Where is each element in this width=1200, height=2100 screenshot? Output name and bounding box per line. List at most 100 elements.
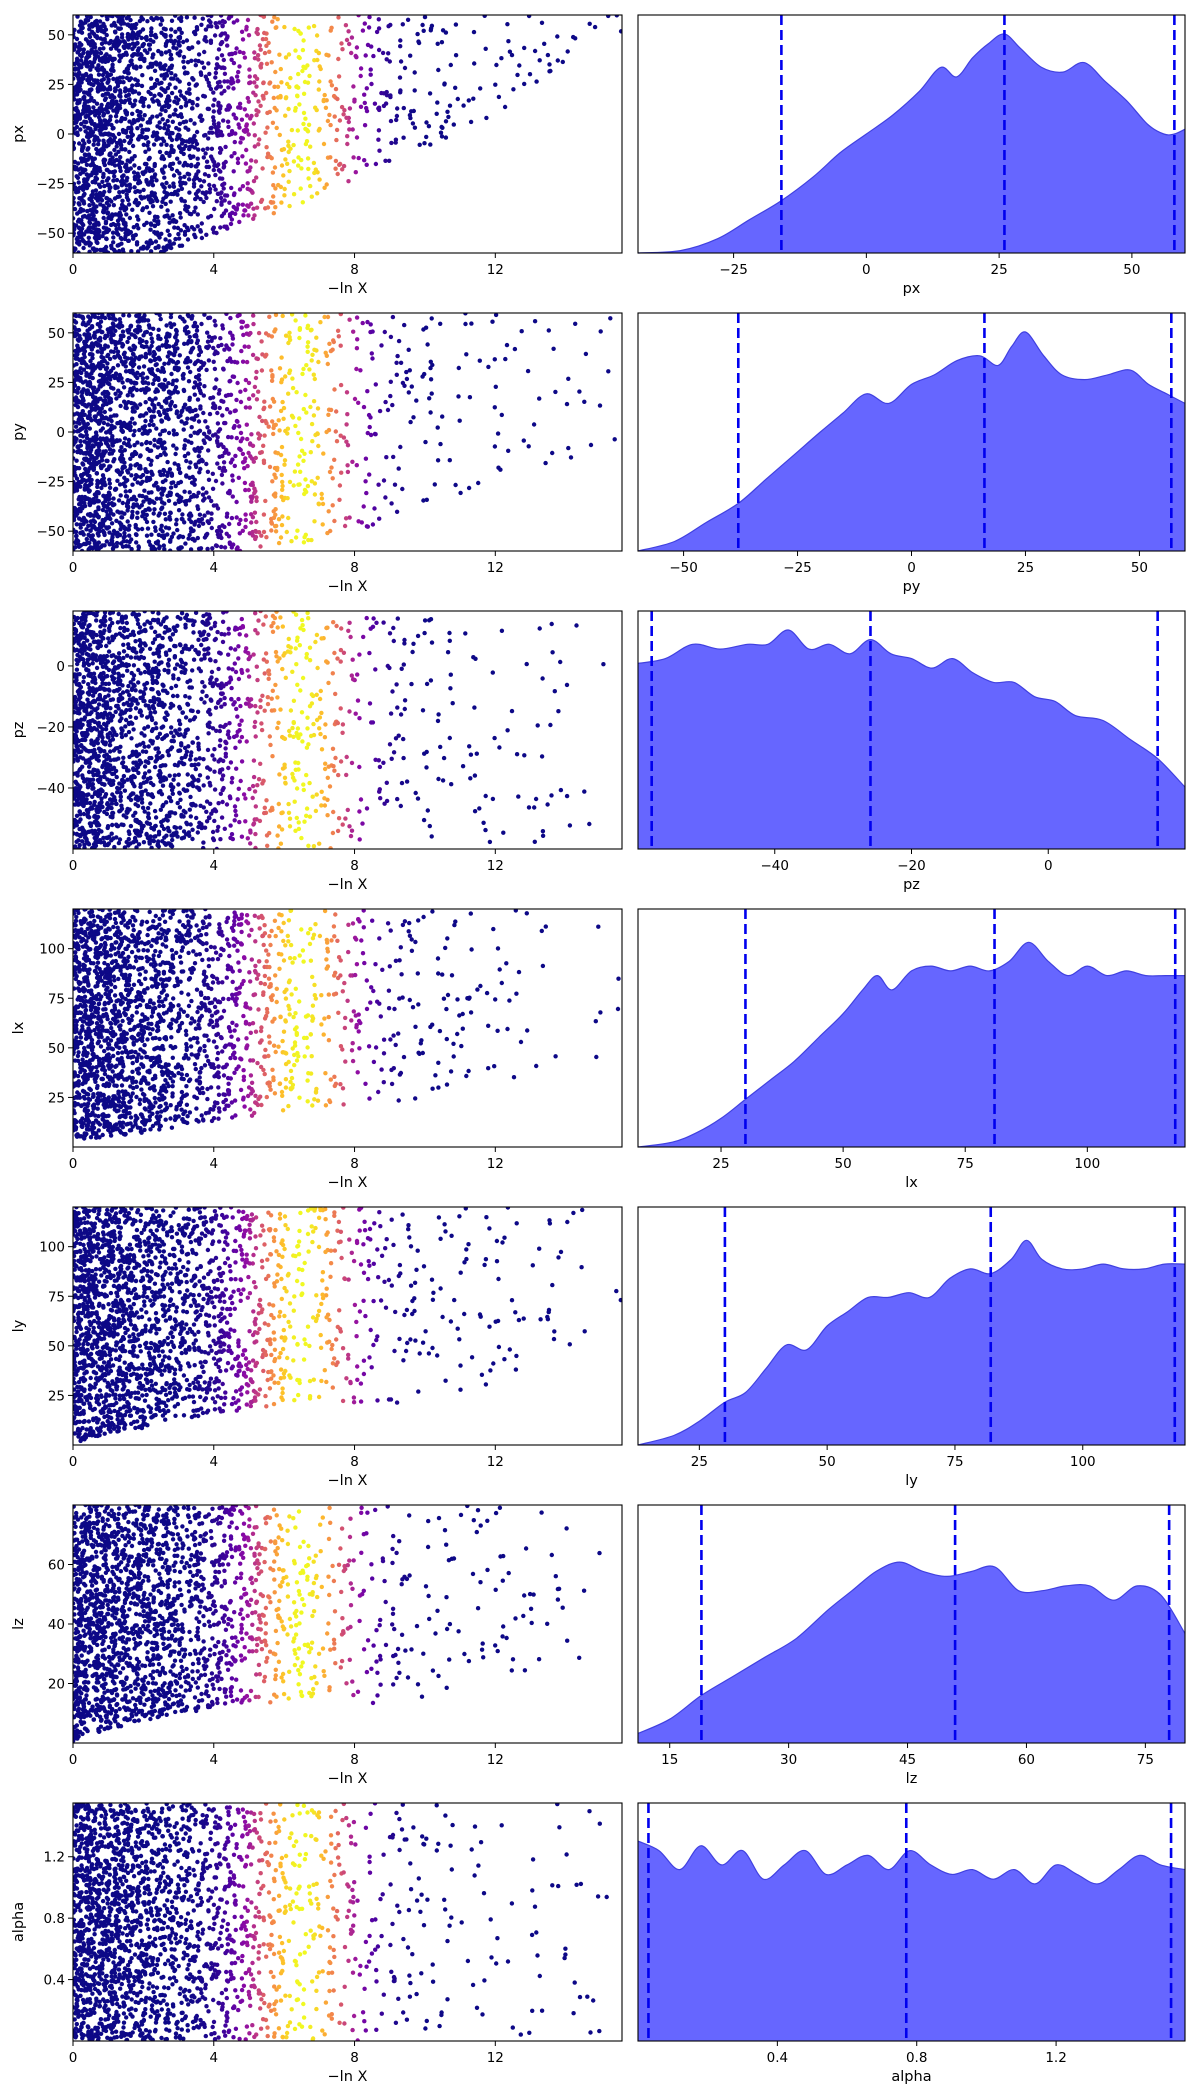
scatter-py-point [273,494,278,499]
scatter-py-point [312,492,318,497]
scatter-px-point [142,58,147,64]
scatter-py-point [400,380,406,386]
scatter-px-point [226,85,231,90]
scatter-px-point [144,179,149,184]
scatter-px-point [148,76,154,81]
scatter-px-point [124,178,129,183]
scatter-px-point [73,84,79,90]
scatter-px-point [196,147,201,152]
scatter-px-point [316,87,321,92]
scatter-px-point [253,159,259,164]
scatter-px-point [317,177,322,182]
scatter-py-point [171,432,177,437]
scatter-px-point [161,184,166,189]
scatter-py-point [356,400,361,405]
scatter-px-point [278,66,283,72]
scatter-px-point [421,28,426,33]
scatter-px-point [106,119,111,125]
scatter-py-point [422,371,427,377]
scatter-py-point [102,409,108,415]
scatter-px-point [98,50,104,56]
scatter-px-point [130,83,135,88]
scatter-py-point [112,487,118,492]
scatter-px-point [87,23,92,28]
scatter-px-point [211,118,216,124]
scatter-py-point [492,444,498,449]
scatter-px-point [239,117,245,122]
scatter-py-point [573,321,578,326]
scatter-px-point [81,50,86,56]
scatter-px-point [170,213,175,218]
scatter-py-point [150,381,156,386]
scatter-px-point [336,56,341,62]
scatter-py-point [390,402,395,408]
scatter-py-point [132,333,137,338]
scatter-py-point [86,532,91,538]
scatter-px-point [117,190,122,195]
scatter-px-point [112,174,117,179]
scatter-py-point [230,478,235,483]
scatter-px-point [428,28,433,33]
scatter-py-point [192,482,197,487]
scatter-px-point [193,164,198,169]
scatter-px-point [322,92,327,98]
scatter-px-point [164,142,169,147]
scatter-px-point [167,163,172,169]
scatter-py-point [402,322,407,328]
scatter-py-point [458,490,463,496]
scatter-py-point [382,329,387,335]
scatter-py-point [158,369,164,374]
scatter-py-point [149,469,154,474]
scatter-py-point [83,429,89,434]
scatter-px-point [213,187,218,192]
scatter-px-point [276,182,281,188]
scatter-px-point [104,15,109,19]
scatter-px-point [493,82,498,87]
scatter-py-point [83,457,89,463]
scatter-py-point [305,344,310,349]
scatter-py-point [123,359,128,365]
scatter-py-point [121,385,127,390]
scatter-px-point [155,198,160,204]
scatter-py-point [100,313,105,318]
scatter-py-point [111,339,116,344]
scatter-py-point [208,396,213,401]
scatter-py-point [367,424,372,430]
scatter-py-point [73,516,77,521]
scatter-py-point [245,436,250,442]
scatter-py-point [237,548,243,551]
scatter-pz-point [224,611,229,614]
scatter-py-point [169,324,174,330]
scatter-px-point [364,86,369,91]
scatter-px-point [126,97,131,103]
scatter-px-point [99,151,105,156]
scatter-px-point [340,47,345,52]
scatter-px-point [132,163,137,168]
scatter-px-point [204,195,209,201]
scatter-px-point [251,206,256,211]
scatter-py-point [463,313,468,316]
scatter-py-point [301,458,306,463]
scatter-px-point [129,23,134,28]
scatter-px-point [420,22,425,28]
scatter-py-point [506,448,511,453]
scatter-py-point [193,332,199,338]
scatter-py-point [195,504,200,509]
scatter-py-point [253,455,258,461]
scatter-px-point [105,101,111,107]
scatter-py-point [154,387,159,392]
scatter-px-ytick-label: 50 [48,28,65,44]
scatter-px-point [109,23,114,28]
scatter-px-point [173,107,178,113]
scatter-px-point [206,215,211,220]
scatter-py-point [87,318,93,323]
scatter-px-point [526,15,532,19]
scatter-py-point [120,500,126,506]
scatter-py-point [107,481,113,486]
scatter-py-point [73,547,76,551]
scatter-px-point [229,76,234,81]
scatter-py-point [269,378,275,383]
scatter-px-point [87,249,92,253]
scatter-py-point [132,443,137,448]
scatter-pz-point [125,627,130,633]
